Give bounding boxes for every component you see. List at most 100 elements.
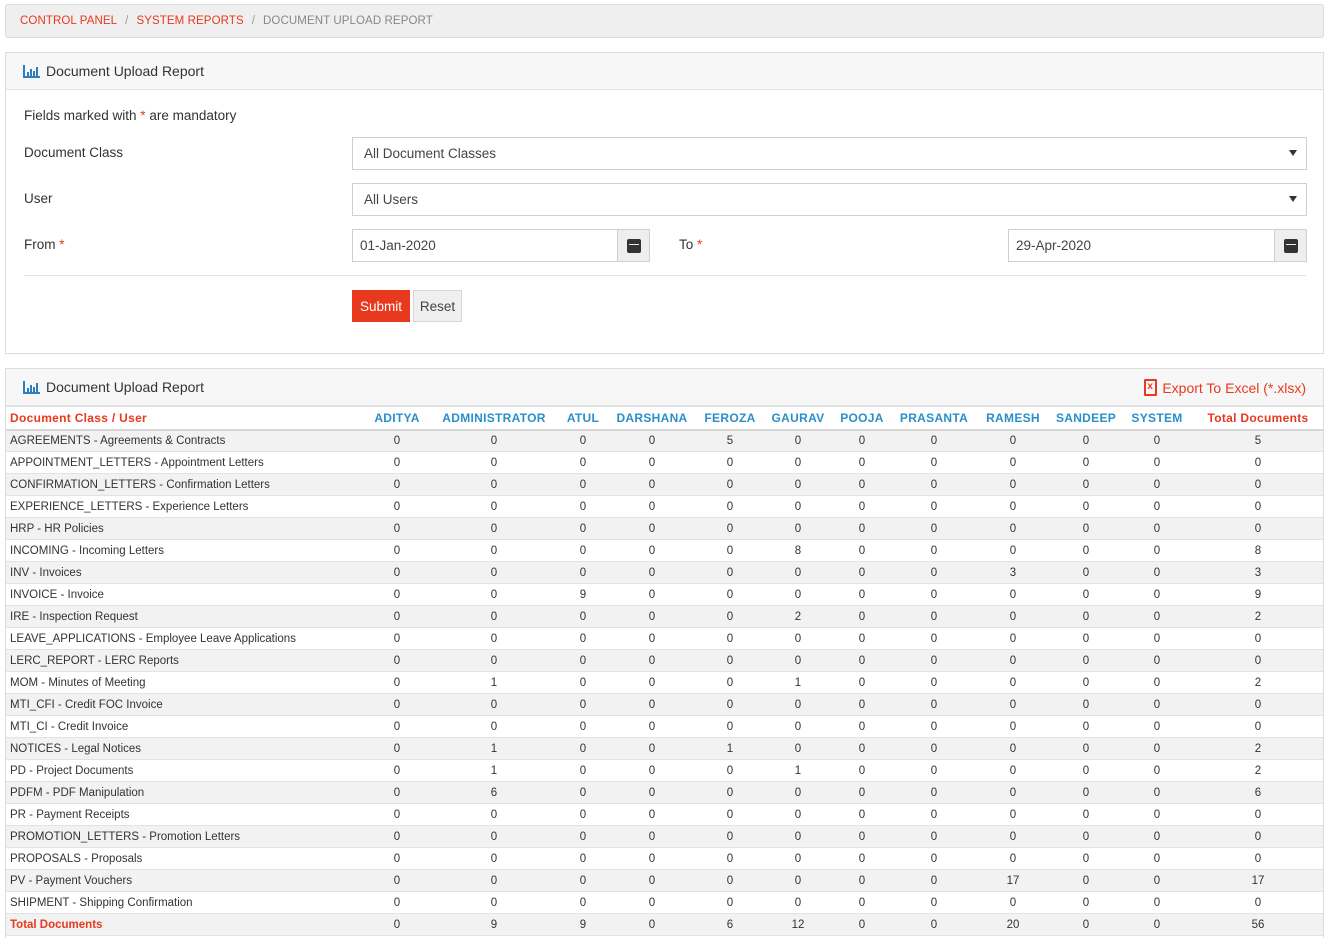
count-cell: 3 — [975, 561, 1051, 584]
count-cell: 0 — [1051, 847, 1121, 870]
count-cell: 0 — [893, 649, 975, 672]
count-cell: 1 — [431, 671, 557, 694]
grand-total-cell: 56 — [1193, 913, 1323, 936]
column-header-user[interactable]: PRASANTA — [893, 406, 975, 431]
count-cell: 0 — [363, 495, 431, 518]
count-cell: 0 — [695, 451, 765, 474]
count-cell: 0 — [1121, 759, 1193, 782]
count-cell: 9 — [557, 583, 609, 606]
count-cell: 0 — [431, 473, 557, 496]
document-class-cell: MOM - Minutes of Meeting — [6, 671, 363, 694]
count-cell: 0 — [831, 539, 893, 562]
count-cell: 0 — [831, 847, 893, 870]
reset-button[interactable]: Reset — [413, 290, 462, 322]
row-total-cell: 2 — [1193, 737, 1323, 760]
count-cell: 0 — [695, 561, 765, 584]
to-date-input[interactable]: 29-Apr-2020 — [1016, 238, 1092, 253]
row-total-cell: 17 — [1193, 869, 1323, 892]
document-class-cell: IRE - Inspection Request — [6, 605, 363, 628]
count-cell: 0 — [363, 671, 431, 694]
count-cell: 0 — [893, 891, 975, 914]
count-cell: 0 — [893, 583, 975, 606]
count-cell: 0 — [765, 781, 831, 804]
column-total-cell: 9 — [557, 913, 609, 936]
column-header-user[interactable]: RAMESH — [975, 406, 1051, 431]
count-cell: 0 — [831, 693, 893, 716]
breadcrumb-control-panel[interactable]: CONTROL PANEL — [20, 15, 118, 27]
count-cell: 0 — [363, 539, 431, 562]
column-header-user[interactable]: GAURAV — [765, 406, 831, 431]
count-cell: 0 — [831, 473, 893, 496]
user-select[interactable]: All Users — [352, 183, 1307, 216]
submit-button[interactable]: Submit — [352, 290, 410, 322]
count-cell: 1 — [765, 671, 831, 694]
count-cell: 0 — [1121, 517, 1193, 540]
count-cell: 2 — [765, 605, 831, 628]
count-cell: 0 — [1051, 495, 1121, 518]
count-cell: 0 — [695, 891, 765, 914]
count-cell: 0 — [695, 781, 765, 804]
breadcrumb-system-reports[interactable]: SYSTEM REPORTS — [136, 15, 244, 27]
count-cell: 0 — [609, 759, 695, 782]
count-cell: 0 — [609, 539, 695, 562]
count-cell: 0 — [831, 451, 893, 474]
table-row: MTI_CI - Credit Invoice 0 0 0 0 0 0 0 0 0 0 0 0 — [6, 715, 1323, 738]
count-cell: 0 — [695, 759, 765, 782]
count-cell: 0 — [893, 869, 975, 892]
column-header-user[interactable]: ADITYA — [363, 406, 431, 431]
count-cell: 0 — [609, 715, 695, 738]
count-cell: 0 — [975, 891, 1051, 914]
count-cell: 0 — [893, 737, 975, 760]
count-cell: 0 — [1051, 781, 1121, 804]
table-row: INV - Invoices 0 0 0 0 0 0 0 0 3 0 0 3 — [6, 561, 1323, 584]
count-cell: 0 — [1051, 583, 1121, 606]
column-header-user[interactable]: ATUL — [557, 406, 609, 431]
column-header-user[interactable]: FEROZA — [695, 406, 765, 431]
column-header-user[interactable]: DARSHANA — [609, 406, 695, 431]
count-cell: 0 — [557, 825, 609, 848]
count-cell: 0 — [765, 561, 831, 584]
document-class-select[interactable]: All Document Classes — [352, 137, 1307, 170]
required-star: * — [140, 108, 146, 123]
table-row: NOTICES - Legal Notices 0 1 0 0 1 0 0 0 0 0 0 2 — [6, 737, 1323, 760]
mandatory-note: Fields marked with * are mandatory — [24, 108, 236, 123]
filter-panel-title: Document Upload Report — [46, 63, 204, 79]
count-cell: 0 — [695, 627, 765, 650]
count-cell: 0 — [765, 803, 831, 826]
count-cell: 0 — [695, 693, 765, 716]
table-row: SHIPMENT - Shipping Confirmation 0 0 0 0 0 0 0 0… — [6, 891, 1323, 914]
count-cell: 0 — [1051, 891, 1121, 914]
mandatory-note-text: Fields marked with — [24, 108, 141, 123]
count-cell: 0 — [1121, 825, 1193, 848]
count-cell: 0 — [557, 473, 609, 496]
mandatory-note-text: are mandatory — [145, 108, 237, 123]
column-header-user[interactable]: SYSTEM — [1121, 406, 1193, 431]
count-cell: 0 — [831, 517, 893, 540]
count-cell: 0 — [431, 451, 557, 474]
count-cell: 0 — [363, 473, 431, 496]
count-cell: 0 — [557, 429, 609, 452]
count-cell: 0 — [765, 825, 831, 848]
column-header-user[interactable]: ADMINISTRATOR — [431, 406, 557, 431]
column-total-cell: 6 — [695, 913, 765, 936]
count-cell: 8 — [765, 539, 831, 562]
count-cell: 0 — [831, 891, 893, 914]
count-cell: 0 — [431, 891, 557, 914]
user-value: All Users — [364, 192, 419, 207]
column-header-user[interactable]: SANDEEP — [1051, 406, 1121, 431]
to-calendar-button[interactable] — [1274, 230, 1306, 261]
count-cell: 17 — [975, 869, 1051, 892]
count-cell: 0 — [765, 715, 831, 738]
export-excel-link[interactable]: Export To Excel (*.xlsx) — [1144, 379, 1306, 396]
count-cell: 0 — [363, 759, 431, 782]
table-row: MTI_CFI - Credit FOC Invoice 0 0 0 0 0 0 0 0 0 0 0 0 — [6, 693, 1323, 716]
count-cell: 0 — [1121, 847, 1193, 870]
row-total-cell: 0 — [1193, 451, 1323, 474]
from-calendar-button[interactable] — [617, 230, 649, 261]
from-date-input[interactable]: 01-Jan-2020 — [360, 238, 436, 253]
count-cell: 0 — [765, 737, 831, 760]
column-header-user[interactable]: POOJA — [831, 406, 893, 431]
document-class-cell: NOTICES - Legal Notices — [6, 737, 363, 760]
breadcrumb-separator: / — [251, 15, 256, 27]
count-cell: 0 — [609, 803, 695, 826]
